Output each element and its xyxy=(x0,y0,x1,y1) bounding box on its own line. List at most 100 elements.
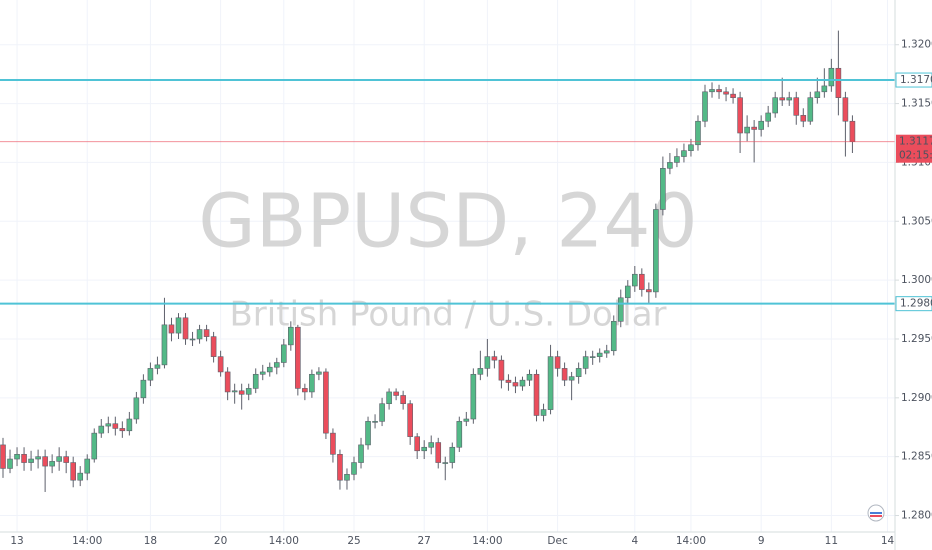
y-tick-label: 1.28000 xyxy=(901,510,932,522)
candle-body xyxy=(203,329,210,337)
x-tick-label: 14 xyxy=(881,535,895,547)
candle-body xyxy=(660,168,666,210)
candle-body xyxy=(42,456,48,467)
candle-body xyxy=(414,436,420,452)
candle-body xyxy=(744,126,750,134)
candle-body xyxy=(435,442,442,463)
price-axis-panel xyxy=(895,0,932,550)
candle-body xyxy=(224,371,231,393)
candle-body xyxy=(245,388,252,395)
candle-body xyxy=(372,421,378,423)
candle-body xyxy=(639,273,645,290)
candle-body xyxy=(56,456,62,462)
candle-body xyxy=(280,344,287,363)
candle-body xyxy=(519,379,526,387)
candle-body xyxy=(28,458,34,463)
candle-body xyxy=(498,359,505,381)
candle-body xyxy=(379,403,385,422)
x-tick-label: 27 xyxy=(418,535,431,547)
candle-body xyxy=(617,297,624,322)
x-tick-label: 14:00 xyxy=(269,535,299,547)
candle-body xyxy=(35,456,41,460)
candle-body xyxy=(330,432,336,455)
candle-body xyxy=(21,454,27,463)
candle-body xyxy=(351,462,357,475)
candle-body xyxy=(505,379,512,383)
candle-body xyxy=(758,120,764,130)
x-tick-label: Dec xyxy=(547,535,568,547)
candle-body xyxy=(709,89,715,93)
candle-body xyxy=(140,379,147,399)
candle-body xyxy=(526,373,533,381)
y-tick-label: 1.29000 xyxy=(901,392,932,404)
candle-body xyxy=(407,403,413,437)
candle-body xyxy=(765,112,771,122)
candle-body xyxy=(540,409,547,416)
watermark-description: British Pound / U.S. Dollar xyxy=(229,295,666,335)
candle-body xyxy=(547,356,554,410)
candle-body xyxy=(800,115,807,122)
candle-body xyxy=(842,97,849,122)
candle-body xyxy=(674,156,680,163)
y-tick-label: 1.30000 xyxy=(901,274,932,286)
x-tick-label: 14:00 xyxy=(472,535,502,547)
candle-body xyxy=(161,324,168,366)
candle-body xyxy=(561,368,568,381)
candle-body xyxy=(828,67,835,87)
candle-body xyxy=(428,442,435,448)
candle-body xyxy=(400,395,406,405)
candle-body xyxy=(786,97,793,101)
last-price-label: 1.31176 xyxy=(899,136,932,148)
y-tick-label: 1.31500 xyxy=(901,98,932,110)
candle-body xyxy=(737,97,743,134)
x-tick-label: 25 xyxy=(347,535,360,547)
candle-body xyxy=(105,423,112,427)
candle-body xyxy=(337,454,343,481)
candle-body xyxy=(393,391,399,396)
candle-body xyxy=(779,97,786,101)
candle-body xyxy=(835,67,842,98)
candle-body xyxy=(119,428,126,432)
line-label-box xyxy=(895,72,932,88)
candle-body xyxy=(84,458,91,474)
candle-body xyxy=(358,444,364,463)
x-tick-label: 13 xyxy=(10,535,23,547)
candle-body xyxy=(77,472,84,481)
x-tick-label: 9 xyxy=(758,535,765,547)
candle-body xyxy=(266,366,273,373)
candle-body xyxy=(112,423,119,429)
candle-body xyxy=(681,150,687,157)
x-tick-label: 11 xyxy=(825,535,838,547)
candle-body xyxy=(449,446,456,463)
candle-body xyxy=(295,326,301,389)
candle-body xyxy=(147,368,154,381)
candle-body xyxy=(168,324,175,334)
candle-body xyxy=(533,373,540,416)
candle-body xyxy=(688,144,694,151)
x-tick-label: 14:00 xyxy=(72,535,102,547)
candle-body xyxy=(182,317,189,340)
candle-body xyxy=(14,454,20,460)
candle-body xyxy=(477,368,484,375)
candle-body xyxy=(126,418,133,432)
candle-body xyxy=(273,362,280,368)
axes: 1.28000 1.28500 1.29000 1.29500 1.30000 1.305… xyxy=(10,39,932,547)
candle-body xyxy=(217,356,224,373)
candle-body xyxy=(288,326,294,346)
candle-body xyxy=(175,317,182,334)
candle-body xyxy=(568,376,575,381)
candle-body xyxy=(793,97,800,116)
candle-body xyxy=(7,458,13,469)
candle-body xyxy=(309,373,315,393)
candle-body xyxy=(365,421,371,446)
candle-body xyxy=(821,85,828,93)
candle-body xyxy=(624,285,631,299)
candle-body xyxy=(133,397,140,420)
candle-body xyxy=(231,390,238,393)
candle-body xyxy=(154,364,161,369)
candle-body xyxy=(196,329,203,340)
candle-body xyxy=(484,356,491,369)
